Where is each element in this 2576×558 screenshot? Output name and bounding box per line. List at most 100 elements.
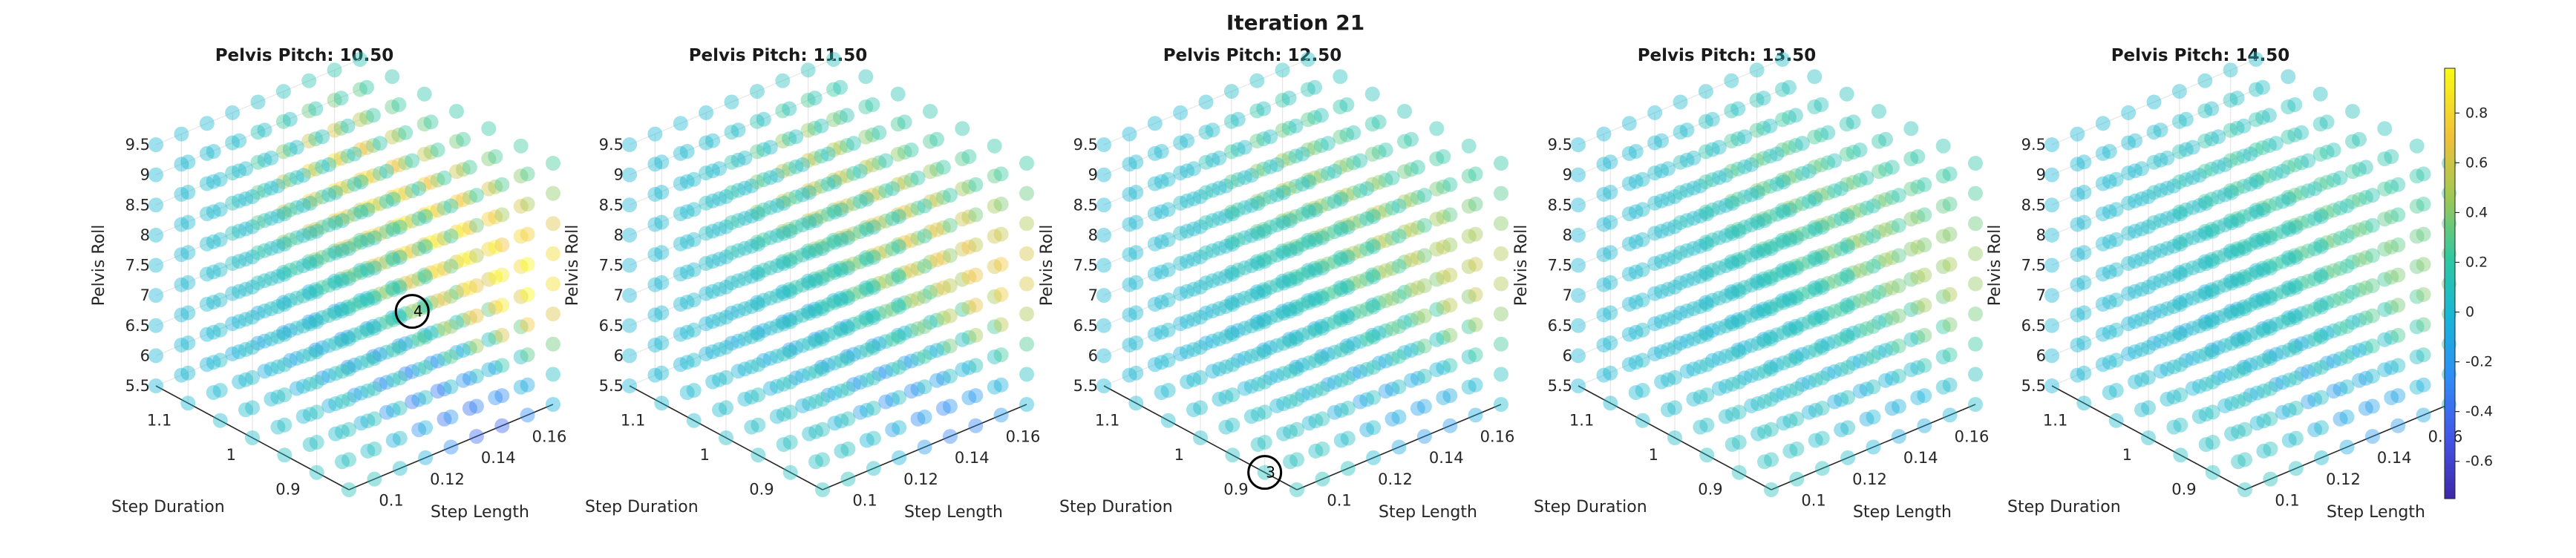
data-point (1364, 177, 1380, 192)
x-tick-label: 0.12 (2326, 470, 2361, 488)
data-point (2198, 286, 2214, 301)
data-point (411, 272, 427, 286)
axes (629, 385, 1027, 490)
data-point (1808, 222, 1823, 237)
data-point (238, 161, 253, 177)
data-point (2294, 306, 2309, 321)
data-point (1269, 217, 1285, 233)
x-tick-label: 0.1 (852, 492, 877, 510)
data-point (730, 152, 746, 168)
data-point (1782, 230, 1797, 246)
data-point (199, 297, 215, 312)
data-point (2249, 416, 2265, 431)
data-point (437, 170, 452, 186)
data-point (1686, 240, 1701, 256)
data-point (686, 232, 702, 247)
data-point (1461, 198, 1477, 214)
data-point (1942, 257, 1958, 272)
z-tick-label: 7 (614, 286, 624, 304)
data-point (1333, 372, 1349, 388)
data-point (2312, 327, 2328, 343)
data-point (865, 187, 880, 203)
data-point (673, 266, 688, 282)
data-point (1866, 349, 1881, 364)
data-point (1776, 416, 1791, 431)
data-point (321, 187, 337, 203)
data-point (1782, 353, 1798, 368)
data-point (180, 335, 196, 351)
data-point (782, 374, 798, 390)
data-point (917, 319, 932, 334)
data-point (1725, 196, 1740, 211)
data-point (795, 187, 811, 203)
data-point (1762, 148, 1778, 164)
data-point (1359, 241, 1375, 257)
data-point (353, 142, 367, 157)
data-point (1315, 290, 1330, 306)
data-point (1223, 114, 1239, 129)
data-point (1935, 138, 1951, 154)
data-point (2185, 290, 2200, 306)
data-point (1762, 359, 1778, 375)
data-point (2377, 151, 2393, 166)
data-point (1794, 196, 1810, 211)
data-point (405, 183, 420, 199)
data-point (1249, 284, 1265, 300)
data-point (148, 288, 163, 303)
data-point (1340, 370, 1356, 386)
data-point (257, 333, 272, 349)
data-point (2044, 227, 2059, 243)
data-point (724, 125, 739, 140)
x-axis-label: Step Length (1853, 503, 1952, 522)
data-point (353, 52, 367, 67)
data-point (826, 263, 841, 278)
data-point (1353, 213, 1368, 229)
data-point (1628, 385, 1644, 400)
data-point (2364, 217, 2380, 233)
data-point (333, 120, 349, 136)
data-point (367, 260, 382, 276)
data-point (800, 93, 816, 108)
data-point (2166, 238, 2182, 254)
data-point (1378, 142, 1393, 158)
data-point (1397, 134, 1412, 149)
data-point (2243, 237, 2258, 252)
data-point (647, 367, 663, 383)
data-point (1820, 336, 1836, 352)
data-point (1757, 394, 1772, 409)
data-point (820, 177, 836, 192)
data-point (1186, 312, 1201, 327)
data-point (673, 206, 688, 222)
data-point (1871, 284, 1886, 300)
data-point (270, 178, 286, 194)
data-point (257, 364, 272, 379)
data-point (1603, 245, 1618, 260)
panel-title: Pelvis Pitch: 10.50 (215, 46, 394, 65)
data-point (744, 390, 759, 404)
data-point (2314, 239, 2330, 255)
data-point (1276, 245, 1292, 260)
data-point (321, 247, 337, 263)
data-point (1173, 256, 1189, 271)
data-point (2166, 419, 2182, 435)
data-point (308, 131, 324, 147)
data-point (1698, 114, 1713, 129)
data-point (2255, 170, 2270, 186)
data-point (1288, 239, 1304, 255)
data-point (2217, 368, 2233, 384)
data-point (1910, 179, 1926, 194)
data-point (2416, 286, 2431, 302)
data-point (2256, 323, 2272, 338)
data-point (1661, 191, 1676, 206)
data-point (1968, 336, 1983, 352)
data-point (1917, 237, 1932, 252)
data-point (2185, 381, 2200, 396)
data-point (802, 215, 817, 231)
data-point (808, 303, 823, 319)
data-point (1834, 241, 1849, 257)
data-point (264, 391, 279, 407)
data-point (2197, 284, 2213, 300)
data-point (2128, 254, 2143, 269)
data-point (2198, 376, 2214, 392)
data-point (737, 240, 753, 256)
